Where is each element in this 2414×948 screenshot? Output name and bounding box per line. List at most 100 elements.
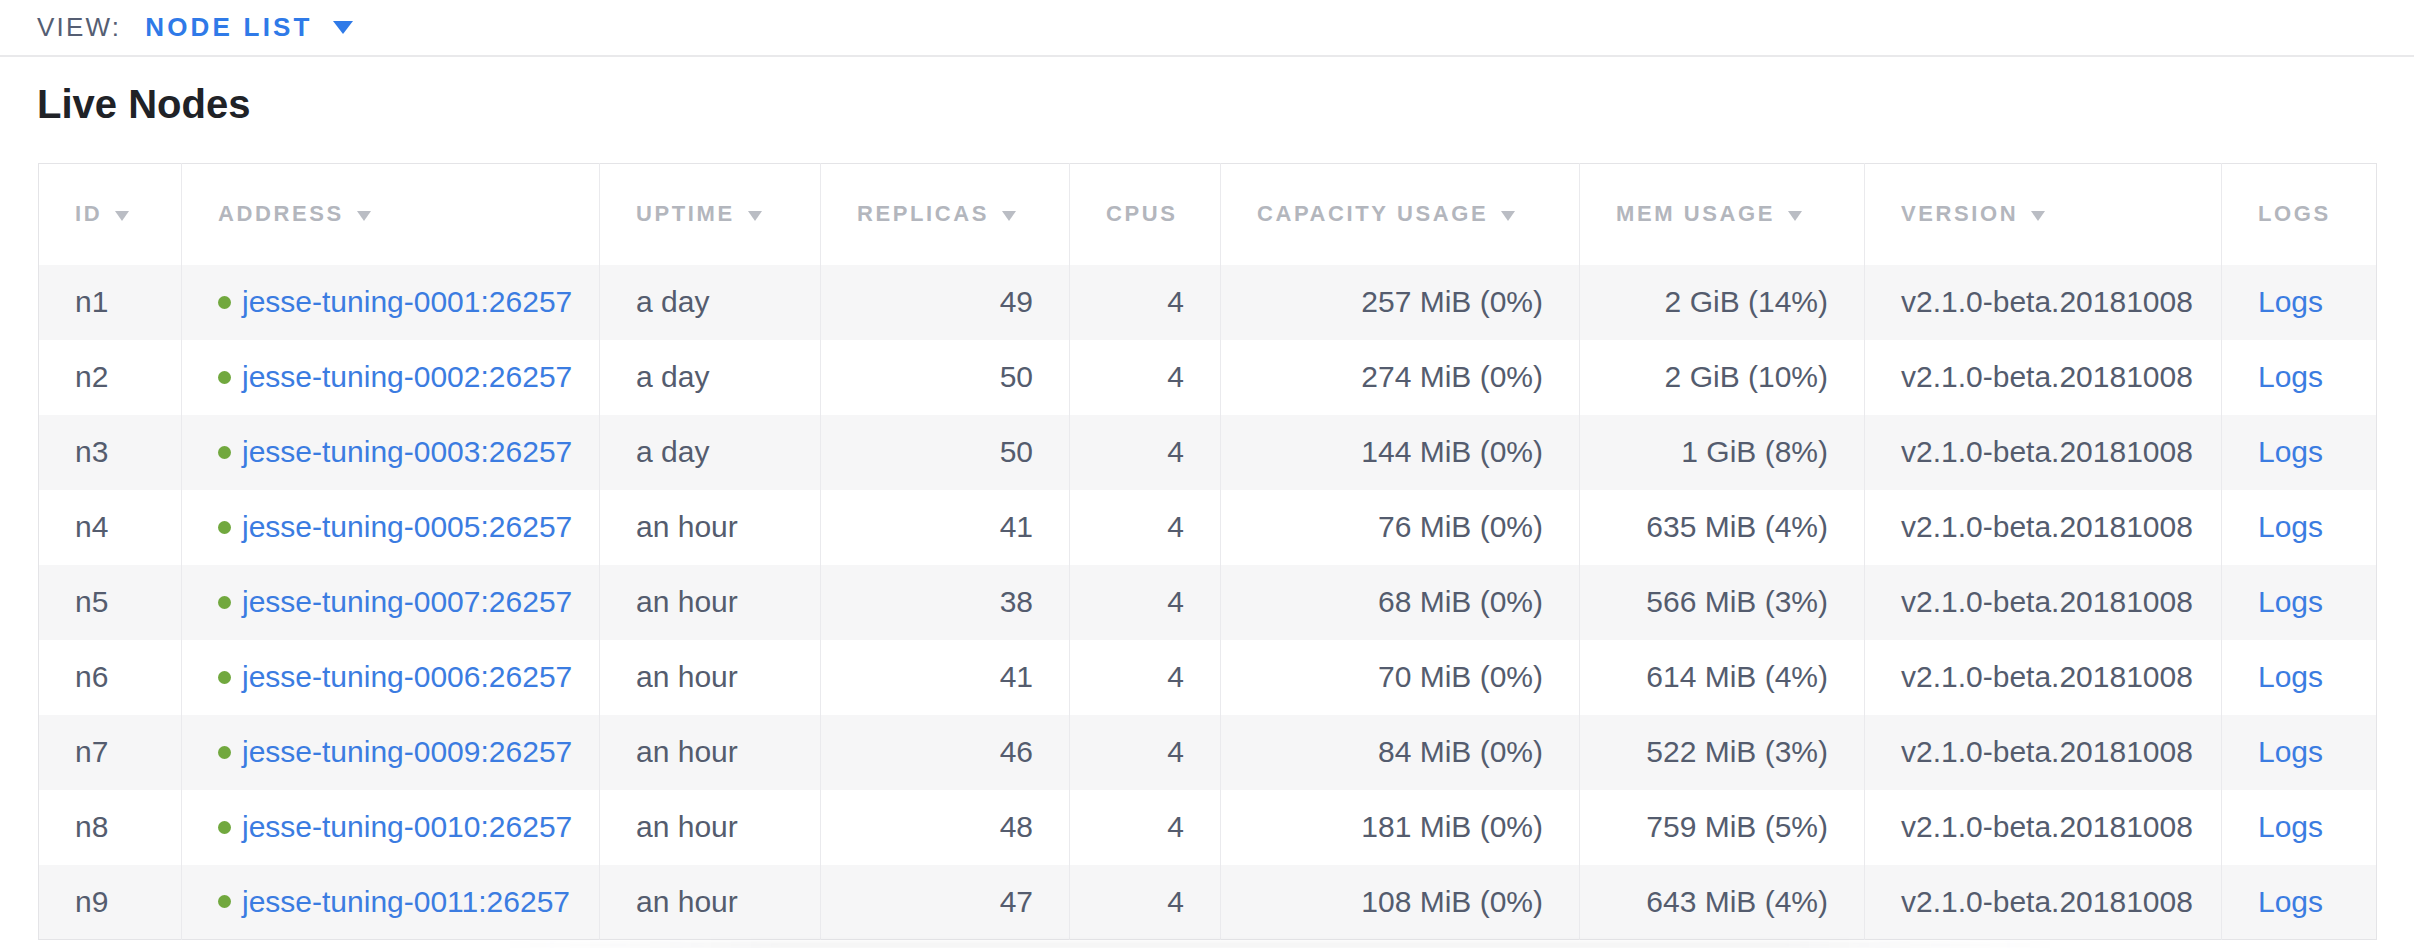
cell-mem_usage: 2 GiB (14%) [1580,265,1865,340]
sort-desc-icon [1002,211,1016,221]
live-status-dot-icon [218,371,231,384]
cell-id: n1 [39,265,182,340]
cell-id: n6 [39,640,182,715]
cell-replicas: 50 [821,340,1070,415]
node-row-n2: n2jesse-tuning-0002:26257a day504274 MiB… [39,340,2377,415]
address-link[interactable]: jesse-tuning-0011:26257 [242,885,570,919]
cell-capacity_usage: 76 MiB (0%) [1221,490,1580,565]
column-header-label: LOGS [2258,201,2331,226]
column-header-address[interactable]: ADDRESS [182,164,600,265]
column-header-label: VERSION [1901,201,2018,226]
address-cell-content: jesse-tuning-0010:26257 [218,810,563,844]
address-link[interactable]: jesse-tuning-0010:26257 [242,810,572,844]
nodes-table: IDADDRESSUPTIMEREPLICASCPUSCAPACITY USAG… [38,163,2377,940]
address-link[interactable]: jesse-tuning-0009:26257 [242,735,572,769]
address-link[interactable]: jesse-tuning-0001:26257 [242,285,572,319]
cell-cpus: 4 [1070,490,1221,565]
cell-mem_usage: 1 GiB (8%) [1580,415,1865,490]
logs-link[interactable]: Logs [2258,885,2323,918]
cell-address: jesse-tuning-0009:26257 [182,715,600,790]
live-status-dot-icon [218,821,231,834]
cell-replicas: 41 [821,640,1070,715]
address-cell-content: jesse-tuning-0006:26257 [218,660,563,694]
column-header-replicas[interactable]: REPLICAS [821,164,1070,265]
column-header-label: REPLICAS [857,201,989,226]
cell-mem_usage: 635 MiB (4%) [1580,490,1865,565]
address-cell-content: jesse-tuning-0011:26257 [218,885,563,919]
cell-id: n5 [39,565,182,640]
cell-address: jesse-tuning-0005:26257 [182,490,600,565]
cell-uptime: an hour [600,790,821,865]
cell-address: jesse-tuning-0006:26257 [182,640,600,715]
address-link[interactable]: jesse-tuning-0006:26257 [242,660,572,694]
cell-logs: Logs [2222,640,2377,715]
cell-mem_usage: 2 GiB (10%) [1580,340,1865,415]
cell-version: v2.1.0-beta.20181008 [1865,715,2222,790]
live-status-dot-icon [218,296,231,309]
cell-capacity_usage: 68 MiB (0%) [1221,565,1580,640]
column-header-label: ADDRESS [218,201,344,226]
view-selected-value: NODE LIST [145,12,312,43]
cell-uptime: an hour [600,490,821,565]
address-link[interactable]: jesse-tuning-0005:26257 [242,510,572,544]
cell-capacity_usage: 144 MiB (0%) [1221,415,1580,490]
sort-desc-icon [2031,211,2045,221]
cell-cpus: 4 [1070,790,1221,865]
logs-link[interactable]: Logs [2258,810,2323,843]
live-status-dot-icon [218,446,231,459]
cell-replicas: 48 [821,790,1070,865]
node-row-n3: n3jesse-tuning-0003:26257a day504144 MiB… [39,415,2377,490]
column-header-label: UPTIME [636,201,735,226]
column-header-uptime[interactable]: UPTIME [600,164,821,265]
logs-link[interactable]: Logs [2258,510,2323,543]
cell-id: n8 [39,790,182,865]
node-row-n8: n8jesse-tuning-0010:26257an hour484181 M… [39,790,2377,865]
node-row-n9: n9jesse-tuning-0011:26257an hour474108 M… [39,865,2377,940]
address-cell-content: jesse-tuning-0001:26257 [218,285,563,319]
scroll-shadow [500,941,2060,948]
cell-address: jesse-tuning-0007:26257 [182,565,600,640]
cell-id: n4 [39,490,182,565]
sort-desc-icon [357,211,371,221]
cell-logs: Logs [2222,790,2377,865]
cell-cpus: 4 [1070,265,1221,340]
column-header-label: CAPACITY USAGE [1257,201,1488,226]
address-link[interactable]: jesse-tuning-0007:26257 [242,585,572,619]
cell-id: n3 [39,415,182,490]
column-header-id[interactable]: ID [39,164,182,265]
live-status-dot-icon [218,596,231,609]
cell-capacity_usage: 257 MiB (0%) [1221,265,1580,340]
chevron-down-icon [333,21,353,34]
logs-link[interactable]: Logs [2258,585,2323,618]
cell-version: v2.1.0-beta.20181008 [1865,565,2222,640]
page-title: Live Nodes [37,81,2414,127]
sort-desc-icon [115,211,129,221]
column-header-version[interactable]: VERSION [1865,164,2222,265]
cell-id: n7 [39,715,182,790]
view-selector-dropdown[interactable]: NODE LIST [145,12,352,43]
address-cell-content: jesse-tuning-0007:26257 [218,585,563,619]
cell-uptime: an hour [600,640,821,715]
column-header-capacity-usage[interactable]: CAPACITY USAGE [1221,164,1580,265]
cell-replicas: 46 [821,715,1070,790]
cell-version: v2.1.0-beta.20181008 [1865,790,2222,865]
cell-uptime: an hour [600,565,821,640]
logs-link[interactable]: Logs [2258,285,2323,318]
logs-link[interactable]: Logs [2258,660,2323,693]
cell-address: jesse-tuning-0001:26257 [182,265,600,340]
cell-uptime: an hour [600,865,821,940]
logs-link[interactable]: Logs [2258,435,2323,468]
cell-mem_usage: 643 MiB (4%) [1580,865,1865,940]
view-label: VIEW: [37,12,121,43]
logs-link[interactable]: Logs [2258,360,2323,393]
address-cell-content: jesse-tuning-0002:26257 [218,360,563,394]
cell-cpus: 4 [1070,415,1221,490]
address-link[interactable]: jesse-tuning-0002:26257 [242,360,572,394]
cell-replicas: 47 [821,865,1070,940]
cell-version: v2.1.0-beta.20181008 [1865,490,2222,565]
address-link[interactable]: jesse-tuning-0003:26257 [242,435,572,469]
cell-cpus: 4 [1070,340,1221,415]
cell-uptime: an hour [600,715,821,790]
logs-link[interactable]: Logs [2258,735,2323,768]
column-header-mem-usage[interactable]: MEM USAGE [1580,164,1865,265]
